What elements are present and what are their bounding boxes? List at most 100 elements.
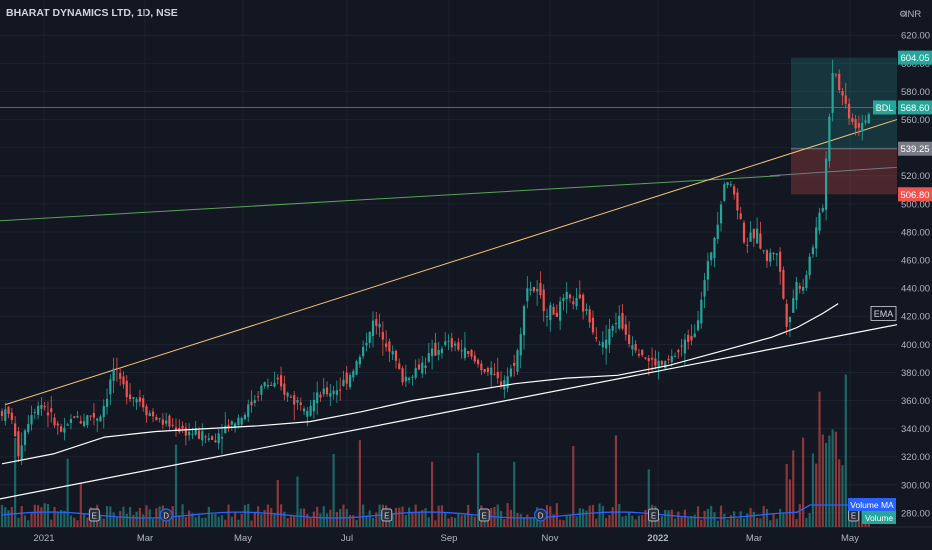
event-marker-d[interactable]: D — [534, 508, 548, 522]
volume-bar — [214, 513, 217, 527]
volume-bar — [243, 505, 247, 527]
volume-bar — [447, 518, 450, 527]
volume-bar — [115, 516, 119, 527]
candle-body — [279, 375, 283, 387]
price-label-box — [898, 100, 932, 115]
event-marker-d[interactable]: D — [159, 508, 173, 522]
volume-bar — [752, 511, 755, 527]
volume-bar — [342, 504, 345, 527]
event-marker-e[interactable]: E — [88, 508, 100, 522]
candle-body — [588, 309, 591, 323]
volume-bar — [585, 510, 588, 527]
volume-bar — [838, 459, 841, 527]
candle-body — [818, 212, 821, 231]
candle-body — [572, 301, 575, 305]
event-marker-e[interactable]: E — [381, 508, 393, 522]
volume-bar — [769, 520, 772, 527]
drawn-lines[interactable] — [0, 106, 898, 406]
y-tick-label: 420.00 — [901, 312, 930, 323]
candle-body — [559, 301, 562, 321]
candle-body — [105, 398, 109, 407]
volume-bar — [348, 515, 352, 527]
volume-bar — [736, 518, 739, 527]
ema-line-short — [1, 303, 839, 465]
candle-body — [112, 368, 115, 381]
candle-body — [539, 283, 542, 296]
candle-body — [43, 405, 46, 408]
volume-bar — [828, 435, 831, 527]
candle-body — [319, 394, 322, 398]
volume-bar — [375, 512, 378, 527]
volume-bar — [46, 504, 50, 527]
volume-bar — [253, 511, 256, 527]
candle-body — [861, 122, 864, 132]
volume-bar — [765, 509, 769, 527]
dividend-icon — [534, 508, 548, 522]
candle-body — [430, 348, 434, 357]
volume-bar — [263, 510, 266, 527]
candle-body — [151, 411, 155, 417]
volume-bar — [831, 429, 834, 527]
candle-body — [490, 367, 493, 376]
volume-bar — [256, 506, 260, 527]
candle-body — [385, 343, 388, 347]
candle-body — [742, 222, 746, 243]
volume-bar — [582, 508, 585, 527]
candle-body — [611, 326, 614, 331]
volume-bar — [503, 519, 506, 527]
volume-bar — [411, 512, 414, 527]
candle-body — [40, 405, 43, 409]
volume-bar — [142, 514, 145, 527]
volume-bar — [453, 517, 457, 527]
candle-body — [165, 420, 168, 424]
volume-bar — [325, 513, 329, 527]
candlestick-series — [0, 59, 870, 466]
candle-body — [283, 383, 286, 395]
symbol-title: BHARAT DYNAMICS LTD, 1D, NSE — [6, 7, 178, 19]
x-tick-label: Mar — [137, 533, 153, 544]
candle-body — [578, 294, 581, 299]
candle-body — [66, 424, 69, 426]
candle-body — [286, 392, 289, 397]
volume-bar — [276, 479, 279, 527]
candle-body — [14, 423, 17, 437]
candle-body — [749, 232, 752, 242]
volume-bar — [23, 515, 27, 527]
volume-bar — [680, 517, 683, 527]
candle-body — [854, 119, 857, 129]
volume-bar — [621, 516, 624, 527]
candle-body — [729, 184, 732, 186]
candle-body — [20, 445, 23, 460]
volume-bar — [145, 505, 148, 527]
volume-bar — [56, 512, 59, 527]
candle-body — [805, 275, 808, 289]
candle-body — [605, 339, 608, 349]
candle-body — [792, 298, 795, 313]
candle-body — [227, 424, 230, 429]
earnings-icon — [381, 508, 393, 522]
volume-bar — [30, 513, 33, 527]
candle-body — [568, 294, 572, 299]
candle-body — [746, 244, 749, 246]
event-marker-e[interactable]: E — [478, 508, 490, 522]
candle-body — [23, 430, 27, 445]
candle-body — [798, 285, 801, 289]
volume-bar — [365, 515, 368, 527]
candle-body — [683, 339, 687, 354]
candle-body — [345, 372, 348, 384]
volume-bar — [559, 519, 562, 527]
x-tick-label: May — [234, 533, 252, 544]
volume-bar — [802, 437, 805, 527]
volume-bar — [437, 505, 440, 527]
candle-body — [522, 306, 526, 336]
volume-bar — [352, 515, 355, 527]
candle-body — [414, 367, 417, 378]
candle-body — [654, 358, 657, 366]
volume-bar — [283, 511, 286, 527]
candle-body — [289, 396, 293, 398]
event-marker-e[interactable]: E — [648, 508, 660, 522]
candle-body — [211, 436, 214, 440]
volume-bar — [299, 508, 302, 527]
volume-bar — [135, 511, 138, 527]
